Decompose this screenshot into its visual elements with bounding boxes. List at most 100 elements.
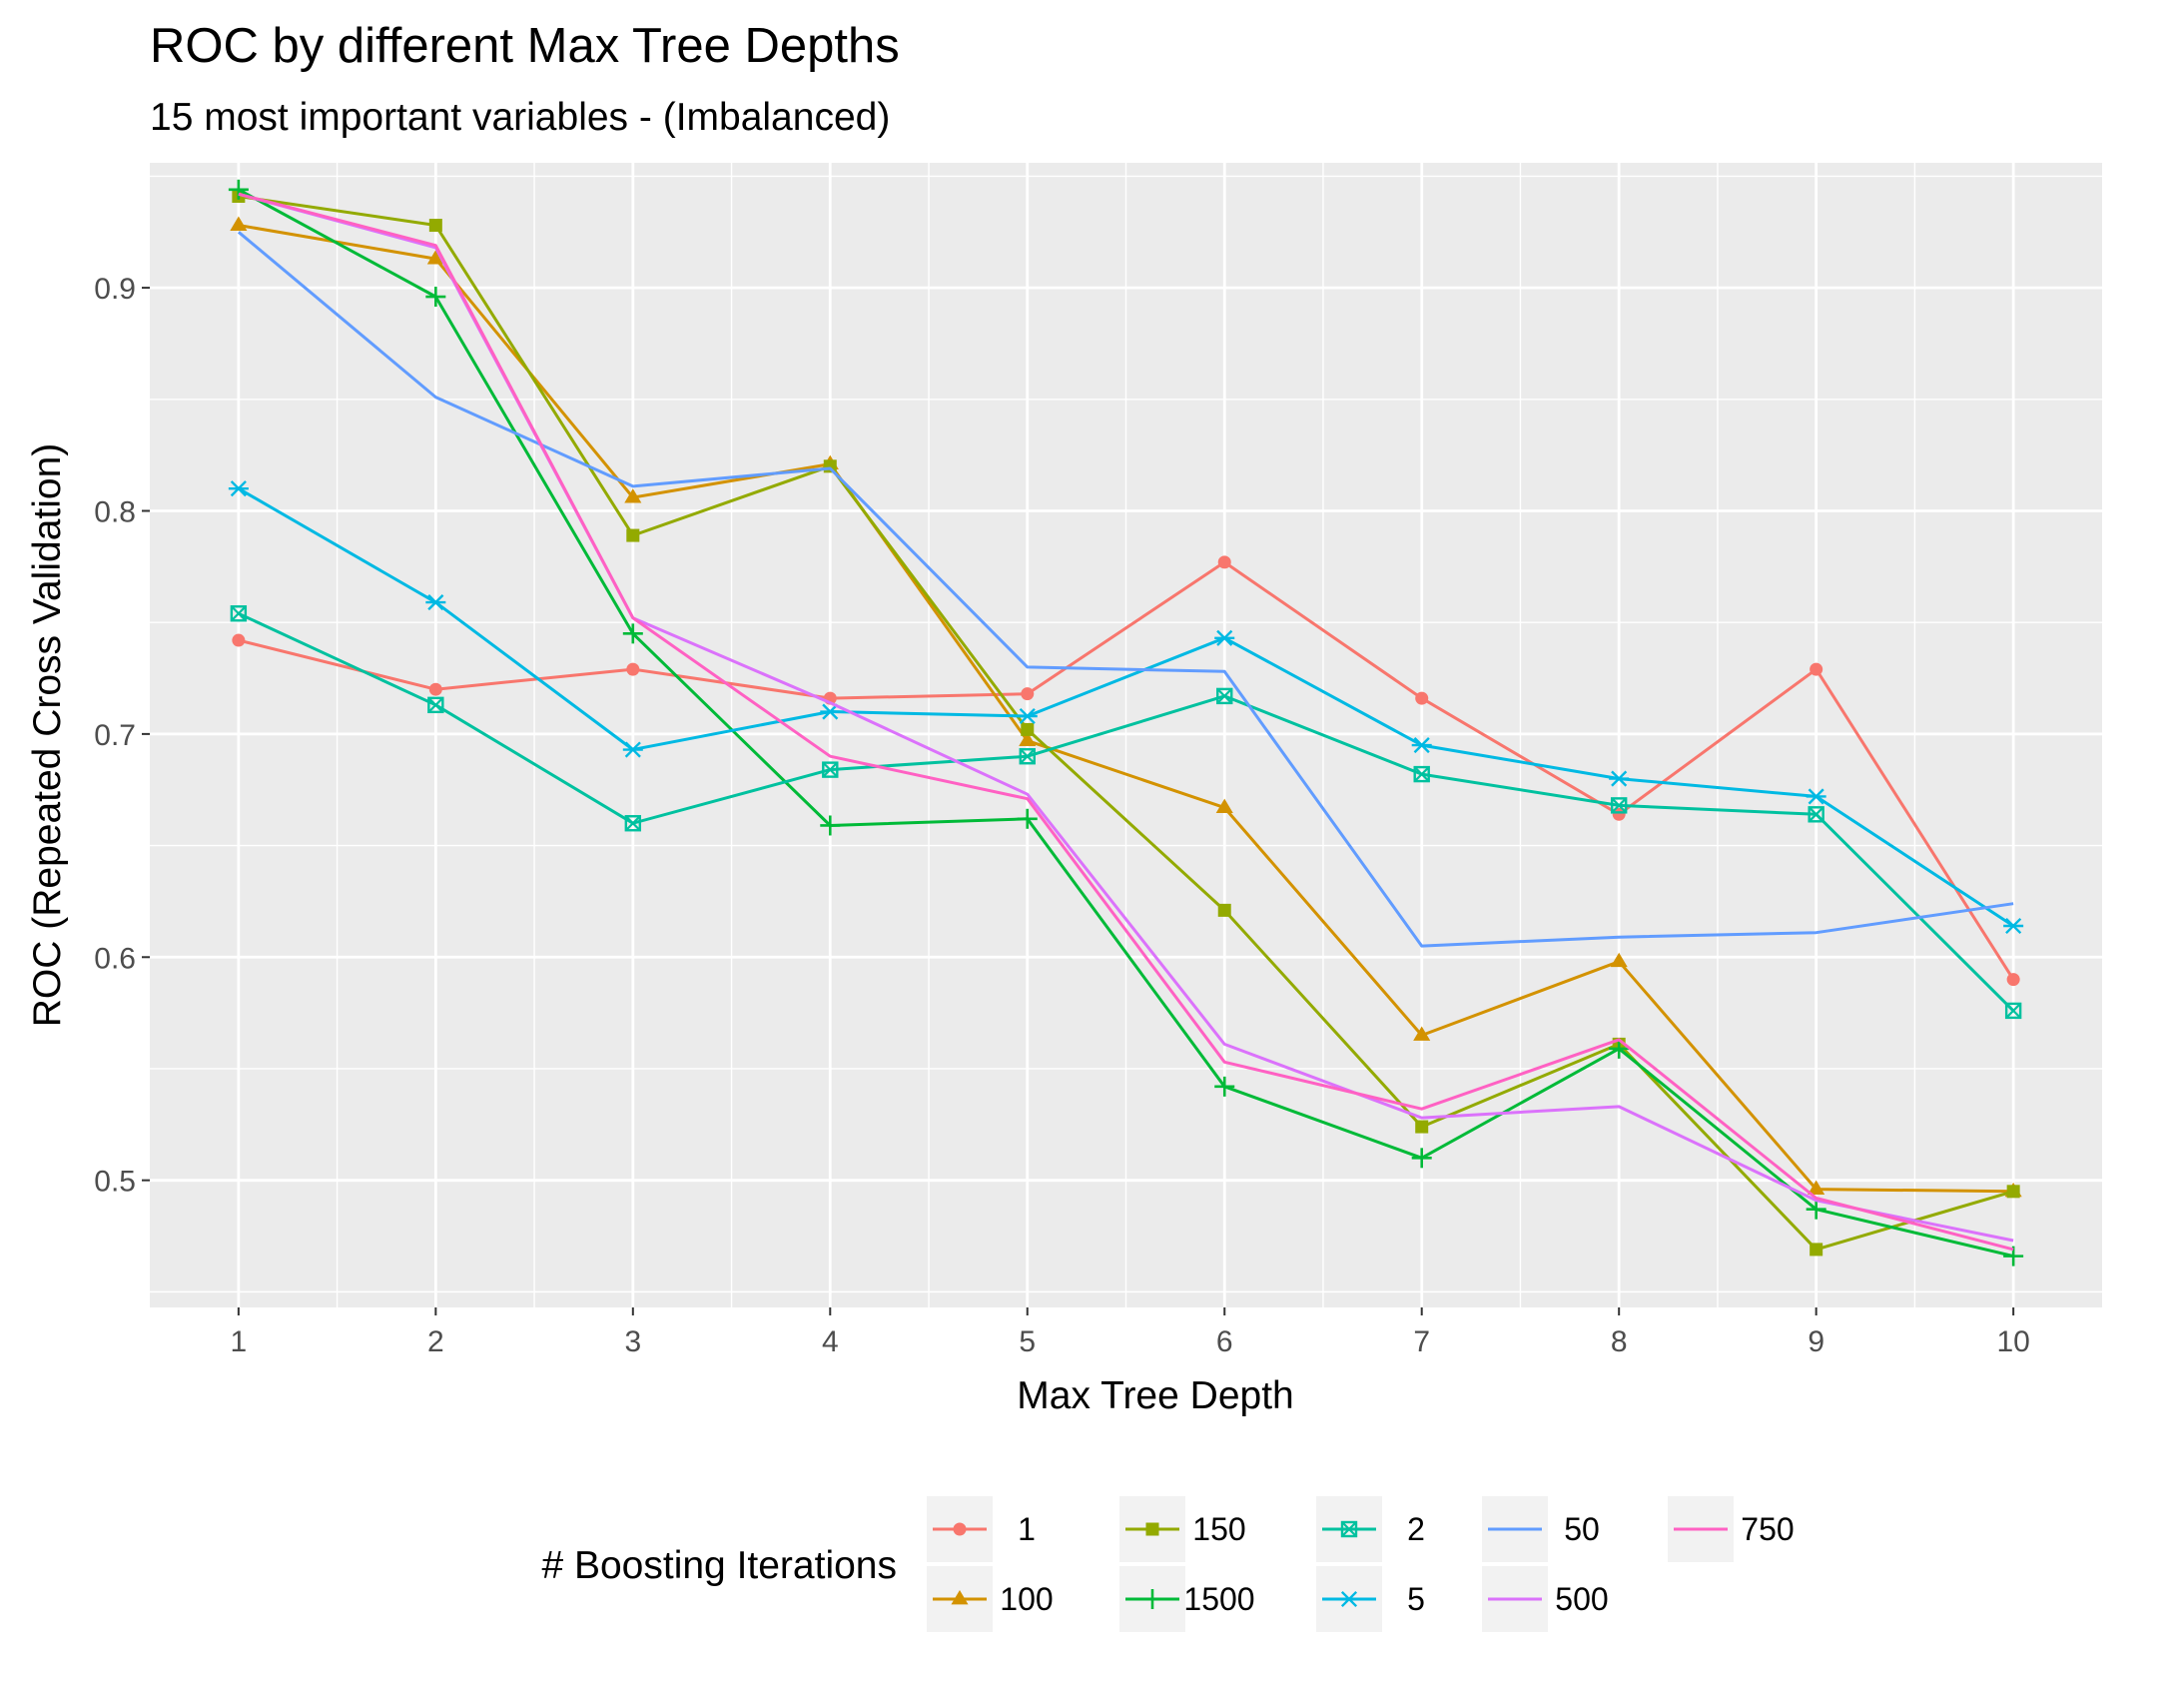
data-point-1: [1415, 691, 1429, 705]
series-50: [237, 231, 2014, 948]
data-point-5: [1609, 770, 1630, 787]
data-point-1: [1612, 807, 1626, 821]
series-750: [238, 192, 2014, 1252]
x-tick-label: 7: [1413, 1325, 1430, 1358]
data-point-100: [624, 488, 642, 503]
legend-item-1: 1: [927, 1496, 1036, 1562]
series-1500: [228, 179, 2024, 1266]
data-point-2: [427, 696, 444, 714]
data-point-5: [1017, 707, 1038, 725]
data-point-100: [426, 250, 444, 265]
data-point-100: [1610, 952, 1628, 968]
series-line-150: [238, 195, 2014, 1252]
data-point-150: [2006, 1185, 2020, 1199]
data-point-2: [1610, 797, 1628, 814]
data-point-100: [1215, 798, 1233, 814]
series-1: [232, 555, 2020, 987]
legend-label: 500: [1555, 1581, 1608, 1617]
legend-item-50: 50: [1482, 1496, 1600, 1562]
data-point-1: [1810, 662, 1823, 676]
legend-key-marker: [953, 1522, 967, 1536]
data-point-1500: [2003, 1246, 2024, 1266]
x-tick-label: 4: [822, 1325, 839, 1358]
x-tick-label: 1: [231, 1325, 248, 1358]
data-point-1: [232, 633, 246, 647]
data-point-1: [1021, 687, 1035, 701]
data-point-1: [1217, 555, 1231, 569]
data-point-2: [1019, 748, 1036, 765]
data-point-150: [626, 528, 640, 542]
data-point-5: [425, 594, 446, 611]
data-point-2: [624, 815, 642, 832]
data-point-150: [1810, 1243, 1823, 1257]
chart-title: ROC by different Max Tree Depths: [150, 19, 900, 73]
y-tick-label: 0.5: [94, 1166, 136, 1199]
data-point-1: [2006, 973, 2020, 987]
data-point-1500: [820, 815, 841, 836]
legend-label: 1: [1018, 1511, 1036, 1547]
x-tick-label: 9: [1808, 1325, 1824, 1358]
legend-label: 1500: [1183, 1581, 1254, 1617]
y-tick-label: 0.6: [94, 942, 136, 975]
legend-key-marker: [1340, 1520, 1358, 1538]
data-point-1500: [622, 623, 643, 644]
data-point-5: [1214, 629, 1235, 646]
legend-label: 750: [1741, 1511, 1794, 1547]
data-point-100: [1413, 1026, 1431, 1041]
legend-label: 5: [1407, 1581, 1425, 1617]
legend-item-2: 2: [1316, 1496, 1425, 1562]
data-point-1500: [1214, 1076, 1235, 1097]
data-point-5: [820, 703, 841, 720]
y-tick-label: 0.9: [94, 273, 136, 306]
x-tick-label: 10: [1996, 1325, 2029, 1358]
data-point-2: [2004, 1002, 2022, 1020]
data-point-150: [1021, 722, 1035, 736]
data-point-5: [1411, 737, 1432, 754]
data-point-5: [228, 480, 249, 497]
data-point-5: [622, 741, 643, 758]
legend-label: 100: [1000, 1581, 1053, 1617]
x-tick-label: 3: [624, 1325, 641, 1358]
data-point-1500: [1609, 1038, 1630, 1059]
series-layer: [228, 179, 2024, 1266]
data-point-1500: [1411, 1148, 1432, 1169]
data-point-150: [823, 459, 837, 473]
data-point-2: [1413, 765, 1430, 783]
data-point-150: [428, 219, 442, 233]
data-point-2: [1216, 687, 1233, 705]
series-5: [228, 480, 2024, 935]
series-line-2: [238, 611, 2015, 1012]
series-line-1500: [238, 188, 2014, 1259]
data-point-100: [230, 216, 248, 231]
legend-item-500: 500: [1482, 1566, 1609, 1632]
data-point-1: [626, 662, 640, 676]
series-line-750: [238, 192, 2014, 1252]
y-tick-label: 0.7: [94, 719, 136, 752]
legend-title: # Boosting Iterations: [541, 1544, 897, 1587]
data-point-1: [428, 682, 442, 696]
legend-item-150: 150: [1119, 1496, 1246, 1562]
legend-key-marker: [1142, 1589, 1162, 1609]
data-point-2: [1808, 806, 1824, 823]
x-axis-title: Max Tree Depth: [1017, 1374, 1293, 1417]
data-point-150: [1415, 1120, 1429, 1134]
legend-key-marker: [1145, 1522, 1159, 1536]
y-tick-label: 0.8: [94, 495, 136, 528]
y-axis-title: ROC (Repeated Cross Validation): [26, 443, 69, 1028]
legend-item-750: 750: [1668, 1496, 1795, 1562]
legend-item-1500: 1500: [1119, 1566, 1255, 1632]
legend-item-100: 100: [927, 1566, 1054, 1632]
chart-subtitle: 15 most important variables - (Imbalance…: [150, 96, 890, 139]
data-point-2: [822, 761, 839, 778]
x-tick-label: 5: [1019, 1325, 1036, 1358]
data-point-5: [2003, 917, 2024, 935]
data-point-100: [1808, 1180, 1825, 1196]
series-line-5: [238, 486, 2014, 928]
legend-label: 50: [1564, 1511, 1600, 1547]
series-line-1: [238, 560, 2015, 981]
x-tick-label: 8: [1611, 1325, 1628, 1358]
legend: # Boosting Iterations 1 150 2 50 750 100 1500 5…: [541, 1496, 1795, 1632]
legend-item-5: 5: [1316, 1566, 1425, 1632]
x-tick-label: 2: [427, 1325, 444, 1358]
